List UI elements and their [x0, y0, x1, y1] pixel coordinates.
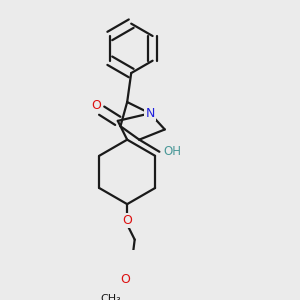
- Text: N: N: [145, 107, 155, 120]
- Text: OH: OH: [163, 145, 181, 158]
- Text: O: O: [91, 99, 101, 112]
- Text: O: O: [120, 273, 130, 286]
- Text: CH₃: CH₃: [100, 294, 121, 300]
- Text: O: O: [122, 214, 132, 227]
